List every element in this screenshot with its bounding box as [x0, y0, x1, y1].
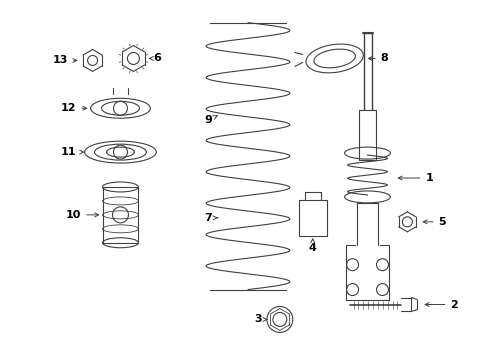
Text: 11: 11 [61, 147, 83, 157]
Text: 6: 6 [149, 54, 161, 63]
Text: 8: 8 [367, 54, 387, 63]
Text: 5: 5 [422, 217, 445, 227]
Text: 7: 7 [204, 213, 217, 223]
Text: 4: 4 [308, 239, 316, 253]
Text: 1: 1 [397, 173, 432, 183]
Text: 10: 10 [66, 210, 99, 220]
Text: 12: 12 [61, 103, 86, 113]
Text: 2: 2 [424, 300, 457, 310]
Text: 3: 3 [254, 314, 267, 324]
Text: 13: 13 [53, 55, 77, 66]
Text: 9: 9 [204, 115, 217, 125]
